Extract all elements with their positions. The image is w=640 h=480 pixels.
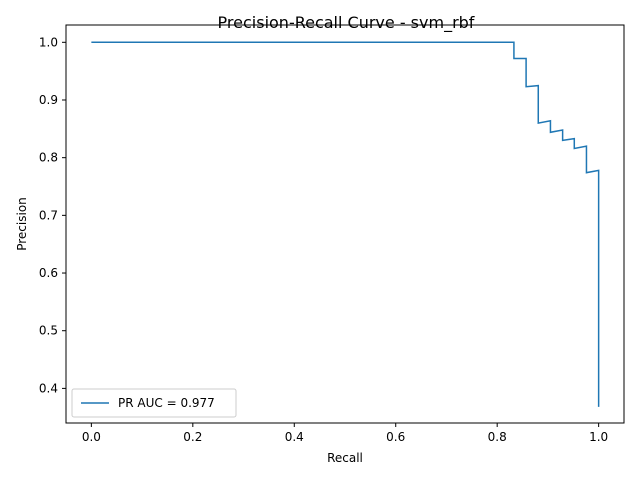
x-tick-label: 0.8 — [488, 430, 507, 444]
y-tick-label: 1.0 — [39, 35, 58, 49]
x-tick-label: 0.0 — [82, 430, 101, 444]
y-axis-ticks: 0.4 0.5 0.6 0.7 0.8 0.9 1.0 — [39, 35, 66, 395]
x-tick-label: 1.0 — [589, 430, 608, 444]
x-axis-label: Recall — [327, 451, 363, 465]
x-tick-label: 0.2 — [183, 430, 202, 444]
precision-recall-line — [91, 41, 600, 407]
y-tick-label: 0.6 — [39, 266, 58, 280]
x-axis-ticks: 0.0 0.2 0.4 0.6 0.8 1.0 — [82, 423, 608, 444]
y-tick-label: 0.9 — [39, 93, 58, 107]
y-tick-label: 0.7 — [39, 208, 58, 222]
chart-title: Precision-Recall Curve - svm_rbf — [218, 13, 475, 33]
legend-label: PR AUC = 0.977 — [118, 396, 215, 410]
y-tick-label: 0.5 — [39, 324, 58, 338]
legend-box — [71, 388, 237, 418]
y-tick-label: 0.8 — [39, 151, 58, 165]
y-tick-label: 0.4 — [39, 381, 58, 395]
legend: PR AUC = 0.977 — [71, 388, 237, 418]
x-tick-label: 0.4 — [285, 430, 304, 444]
y-axis-label: Precision — [15, 197, 29, 251]
plot-frame — [65, 24, 625, 424]
x-tick-label: 0.6 — [386, 430, 405, 444]
